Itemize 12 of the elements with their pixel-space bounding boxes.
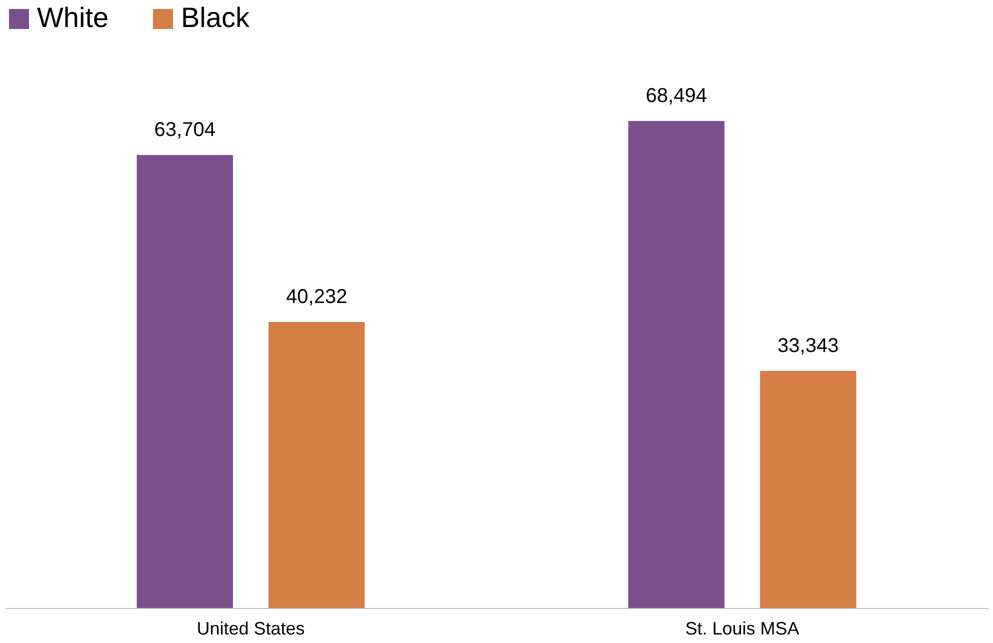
bar [136, 155, 233, 608]
bar [628, 121, 724, 608]
legend-label: Black [181, 2, 250, 33]
x-tick-label: St. Louis MSA [685, 618, 800, 638]
data-label: 63,704 [154, 119, 216, 142]
data-label: 40,232 [286, 286, 348, 308]
data-label: 33,343 [778, 334, 839, 357]
legend-label: White [37, 2, 109, 33]
x-tick-label: United States [196, 618, 305, 638]
data-label: 68,494 [646, 85, 707, 107]
bar [760, 370, 856, 608]
bar [268, 322, 365, 608]
